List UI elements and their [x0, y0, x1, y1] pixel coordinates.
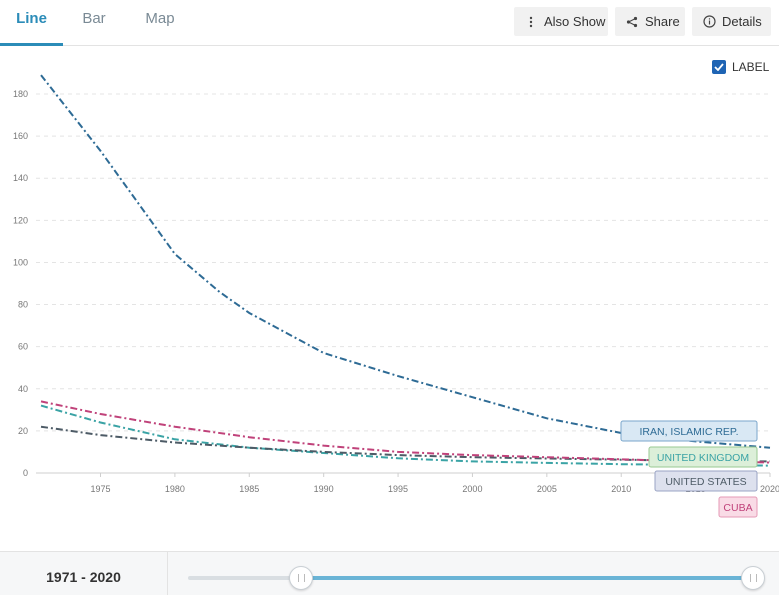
y-tick-label: 40 [18, 384, 28, 394]
tab-bar[interactable]: Bar [82, 10, 106, 27]
y-tick-label: 80 [18, 300, 28, 310]
time-range-bar: 1971 - 2020 [0, 551, 779, 595]
y-tick-label: 180 [13, 89, 28, 99]
x-tick-label: 1975 [90, 484, 110, 494]
series-labels: IRAN, ISLAMIC REP. UNITED KINGDOM UNITED S… [620, 420, 758, 518]
label-toggle[interactable]: LABEL [712, 60, 769, 74]
series-label: IRAN, ISLAMIC REP. [620, 420, 758, 442]
info-icon [702, 15, 716, 29]
series-label-box [620, 420, 758, 442]
details-label: Details [722, 14, 762, 29]
checkmark-icon [714, 63, 724, 71]
chart-grid [36, 93, 770, 474]
series-label-box [718, 496, 758, 518]
label-checkbox[interactable] [712, 60, 726, 74]
series-label: CUBA [718, 496, 758, 518]
y-tick-label: 0 [23, 468, 28, 478]
also-show-button[interactable]: Also Show [514, 7, 608, 36]
series-line [40, 74, 771, 449]
also-show-label: Also Show [544, 14, 606, 29]
y-tick-label: 140 [13, 173, 28, 183]
range-slider-fill [300, 576, 752, 580]
details-button[interactable]: Details [692, 7, 771, 36]
tab-map[interactable]: Map [145, 10, 175, 27]
x-tick-label: 1985 [239, 484, 259, 494]
y-tick-label: 120 [13, 215, 28, 225]
year-range-text: 1971 - 2020 [0, 552, 168, 595]
y-tick-label: 20 [18, 426, 28, 436]
label-toggle-text: LABEL [732, 60, 770, 74]
series-line [40, 425, 771, 463]
x-tick-label: 2020 [760, 484, 779, 494]
y-tick-label: 160 [13, 131, 28, 141]
y-axis-ticks: 0 20 40 60 80 100 120 140 160 180 [13, 89, 28, 478]
range-end-handle[interactable] [741, 566, 765, 590]
series-label: UNITED KINGDOM [648, 446, 758, 468]
tab-line[interactable]: Line [0, 0, 63, 46]
y-tick-label: 60 [18, 342, 28, 352]
series-label-box [648, 446, 758, 468]
x-tick-label: 2000 [462, 484, 482, 494]
x-tick-label: 1990 [314, 484, 334, 494]
series-line [40, 400, 771, 464]
y-tick-label: 100 [13, 257, 28, 267]
series-label-text: UNITED STATES [665, 476, 746, 488]
series-label-box [654, 470, 758, 492]
share-button[interactable]: Share [615, 7, 685, 36]
x-tick-label: 2010 [611, 484, 631, 494]
share-icon [625, 15, 639, 29]
series-label-text: CUBA [723, 502, 752, 514]
x-tick-label: 1995 [388, 484, 408, 494]
series-label-text: IRAN, ISLAMIC REP. [639, 426, 738, 438]
line-chart: 0 20 40 60 80 100 120 140 160 180 1975 1980 1985 199… [13, 74, 779, 518]
series-label-text: UNITED KINGDOM [657, 452, 749, 464]
range-start-handle[interactable] [289, 566, 313, 590]
more-vertical-icon [524, 15, 538, 29]
share-label: Share [645, 14, 680, 29]
series-line [40, 404, 771, 467]
chart-lines [40, 74, 771, 467]
series-label: UNITED STATES [654, 470, 758, 492]
x-tick-label: 1980 [165, 484, 185, 494]
x-tick-label: 2005 [537, 484, 557, 494]
top-bar: Line Bar Map Also Show Share Details [0, 0, 779, 46]
